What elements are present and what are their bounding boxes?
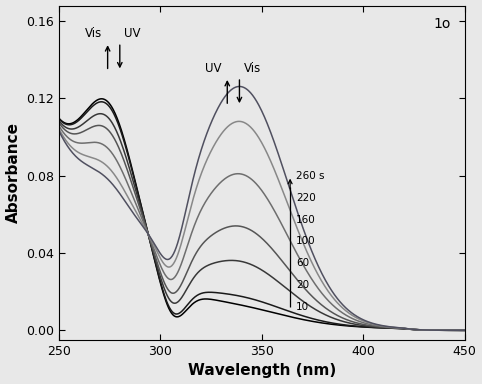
Text: 160: 160 [296,215,316,225]
Text: 220: 220 [296,193,316,203]
Text: 100: 100 [296,237,316,247]
Text: 1o: 1o [433,17,450,31]
X-axis label: Wavelength (nm): Wavelength (nm) [187,363,336,379]
Text: Vis: Vis [85,27,103,40]
Y-axis label: Absorbance: Absorbance [6,122,21,223]
Text: UV: UV [124,27,140,40]
Text: UV: UV [205,62,221,75]
Text: Vis: Vis [243,62,261,75]
Text: 260 s: 260 s [296,171,325,181]
Text: 20: 20 [296,280,309,290]
Text: 60: 60 [296,258,309,268]
Text: 10: 10 [296,302,309,312]
